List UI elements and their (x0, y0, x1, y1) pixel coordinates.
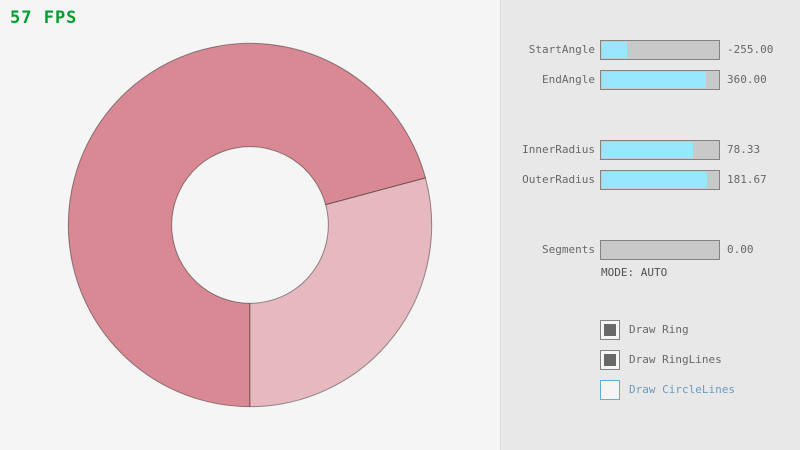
draw-ringlines-label: Draw RingLines (629, 353, 722, 366)
startangle-slider-fill (602, 42, 628, 58)
draw-ringlines-row: Draw RingLines (501, 350, 800, 370)
segments-row: Segments 0.00 (501, 240, 800, 260)
innerradius-slider-fill (602, 142, 693, 158)
endangle-slider-fill (602, 72, 707, 88)
segments-mode-label: MODE: AUTO (601, 266, 668, 279)
draw-circlelines-label: Draw CircleLines (629, 383, 735, 396)
segments-value: 0.00 (727, 243, 754, 256)
fps-counter: 57 FPS (10, 8, 78, 28)
startangle-value: -255.00 (727, 43, 774, 56)
innerradius-label: InnerRadius (522, 143, 595, 156)
segments-slider[interactable] (600, 240, 720, 260)
outerradius-slider[interactable] (600, 170, 720, 190)
startangle-slider[interactable] (600, 40, 720, 60)
endangle-value: 360.00 (727, 73, 767, 86)
segments-label: Segments (542, 243, 595, 256)
endangle-row: EndAngle 360.00 (501, 70, 800, 90)
draw-circlelines-checkbox[interactable] (600, 380, 620, 400)
draw-ring-checkbox[interactable] (600, 320, 620, 340)
draw-ringlines-checkbox[interactable] (600, 350, 620, 370)
startangle-label: StartAngle (528, 43, 595, 56)
innerradius-value: 78.33 (727, 143, 761, 156)
draw-ring-row: Draw Ring (501, 320, 800, 340)
outerradius-row: OuterRadius 181.67 (501, 170, 800, 190)
innerradius-row: InnerRadius 78.33 (501, 140, 800, 160)
outerradius-label: OuterRadius (522, 173, 595, 186)
outerradius-slider-fill (602, 172, 708, 188)
draw-ring-label: Draw Ring (629, 323, 689, 336)
outerradius-value: 181.67 (727, 173, 767, 186)
draw-circlelines-row: Draw CircleLines (501, 380, 800, 400)
startangle-row: StartAngle -255.00 (501, 40, 800, 60)
endangle-label: EndAngle (542, 73, 595, 86)
draw-circlelines-checkmark (604, 384, 616, 396)
ring-segment-single (249, 177, 433, 408)
innerradius-slider[interactable] (600, 140, 720, 160)
ring-segment-double (67, 42, 427, 408)
draw-ring-checkmark (604, 324, 616, 336)
draw-ringlines-checkmark (604, 354, 616, 366)
control-panel: StartAngle -255.00 EndAngle 360.00 Inner… (500, 0, 800, 450)
endangle-slider[interactable] (600, 70, 720, 90)
